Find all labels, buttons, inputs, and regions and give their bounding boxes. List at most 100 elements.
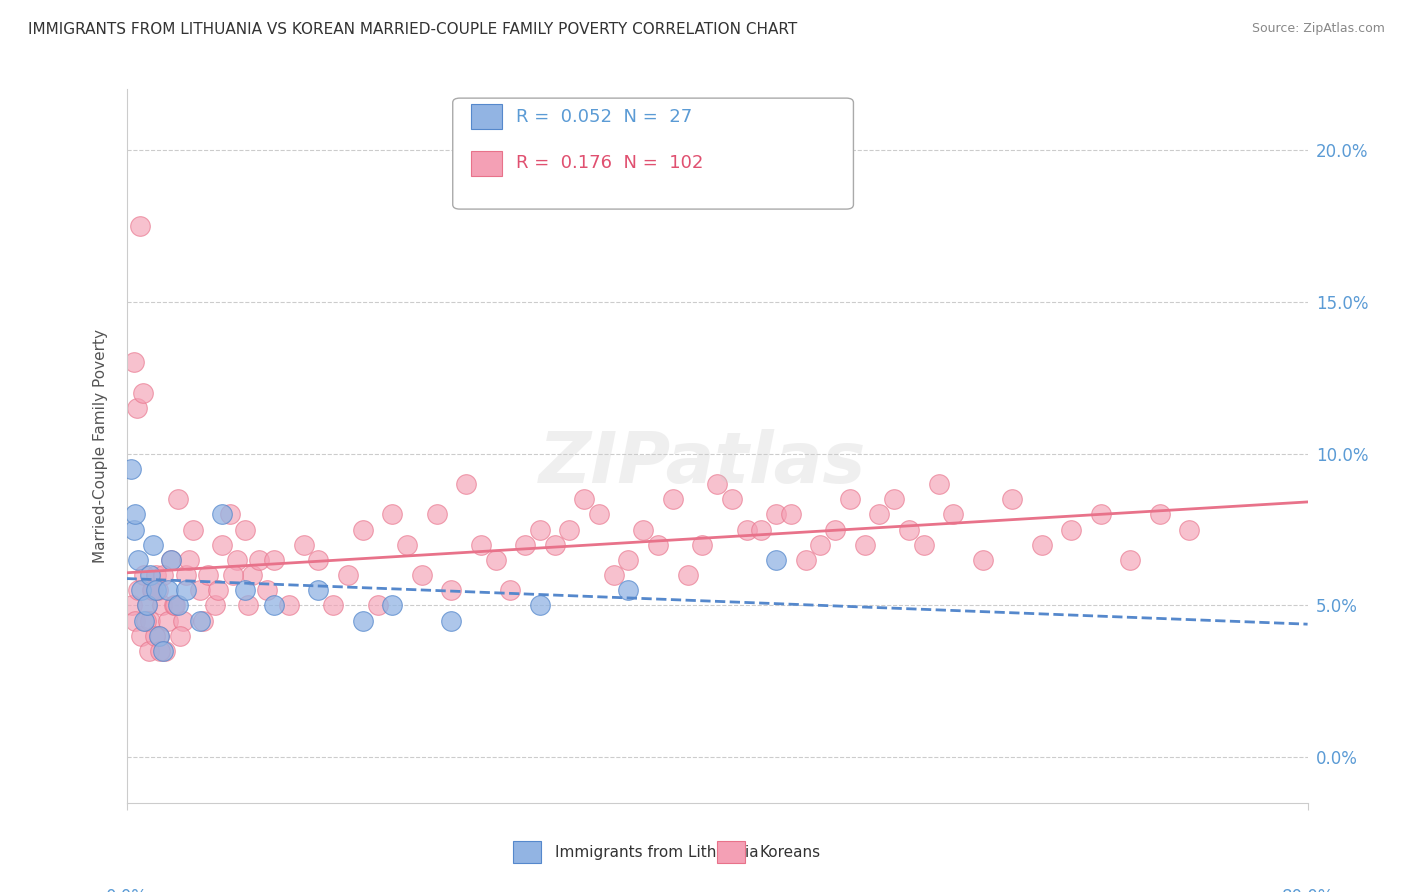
Point [233, 523, 256, 537]
Point [218, 508, 242, 522]
Point [127, 553, 149, 567]
Point [1149, 508, 1171, 522]
Point [211, 508, 233, 522]
Point [515, 538, 537, 552]
Point [676, 568, 699, 582]
Point [751, 523, 773, 537]
Point [779, 508, 801, 522]
Point [661, 492, 683, 507]
Point [810, 538, 832, 552]
Point [124, 614, 146, 628]
Point [425, 508, 447, 522]
Point [869, 508, 891, 522]
Point [156, 614, 179, 628]
Point [148, 629, 170, 643]
Point [912, 538, 935, 552]
Point [263, 599, 285, 613]
Point [706, 477, 728, 491]
Text: IMMIGRANTS FROM LITHUANIA VS KOREAN MARRIED-COUPLE FAMILY POVERTY CORRELATION CH: IMMIGRANTS FROM LITHUANIA VS KOREAN MARR… [28, 22, 797, 37]
Point [134, 568, 156, 582]
Point [883, 492, 905, 507]
Point [127, 583, 149, 598]
Point [1119, 553, 1142, 567]
Y-axis label: Married-Couple Family Poverty: Married-Couple Family Poverty [93, 329, 108, 563]
Point [121, 599, 143, 613]
Point [167, 492, 190, 507]
Point [853, 538, 876, 552]
Point [396, 538, 419, 552]
Point [150, 599, 173, 613]
Point [366, 599, 388, 613]
Point [307, 583, 329, 598]
Point [588, 508, 610, 522]
Point [122, 355, 145, 369]
Point [197, 568, 219, 582]
Point [139, 614, 162, 628]
Point [142, 583, 165, 598]
Point [142, 538, 165, 552]
Point [160, 553, 183, 567]
Point [129, 629, 153, 643]
Point [138, 644, 160, 658]
Point [156, 583, 179, 598]
Point [352, 523, 374, 537]
Text: Koreans: Koreans [759, 845, 820, 860]
Point [129, 583, 153, 598]
Point [134, 614, 156, 628]
Point [292, 538, 315, 552]
Point [574, 492, 596, 507]
Point [152, 644, 174, 658]
Point [633, 523, 655, 537]
Point [204, 599, 226, 613]
Point [484, 553, 508, 567]
Point [163, 599, 186, 613]
Point [120, 462, 142, 476]
Point [897, 523, 920, 537]
Point [177, 553, 200, 567]
Point [602, 568, 624, 582]
Point [440, 614, 463, 628]
Point [172, 614, 194, 628]
Point [529, 523, 551, 537]
Point [1090, 508, 1112, 522]
Point [125, 401, 148, 415]
Point [193, 614, 215, 628]
Point [222, 568, 245, 582]
Point [153, 644, 176, 658]
Point [411, 568, 433, 582]
Point [136, 599, 159, 613]
Point [647, 538, 669, 552]
Point [165, 599, 187, 613]
Point [307, 553, 329, 567]
Point [263, 553, 285, 567]
Point [337, 568, 360, 582]
Point [1031, 538, 1053, 552]
Point [188, 583, 211, 598]
Point [145, 583, 167, 598]
Text: R =  0.052  N =  27: R = 0.052 N = 27 [516, 108, 692, 126]
Point [765, 553, 787, 567]
Point [278, 599, 301, 613]
Point [211, 538, 233, 552]
Point [942, 508, 965, 522]
Point [322, 599, 344, 613]
Point [440, 583, 463, 598]
Point [226, 553, 249, 567]
Point [470, 538, 492, 552]
Text: ZIPatlas: ZIPatlas [540, 429, 866, 499]
Point [735, 523, 758, 537]
Point [972, 553, 994, 567]
Point [765, 508, 787, 522]
Point [1060, 523, 1083, 537]
Text: R =  0.176  N =  102: R = 0.176 N = 102 [516, 154, 703, 172]
Point [454, 477, 477, 491]
Point [135, 614, 157, 628]
Point [148, 629, 170, 643]
Point [256, 583, 278, 598]
Point [1178, 523, 1201, 537]
Point [529, 599, 551, 613]
Point [1001, 492, 1024, 507]
Point [240, 568, 263, 582]
Point [720, 492, 742, 507]
Point [146, 583, 169, 598]
